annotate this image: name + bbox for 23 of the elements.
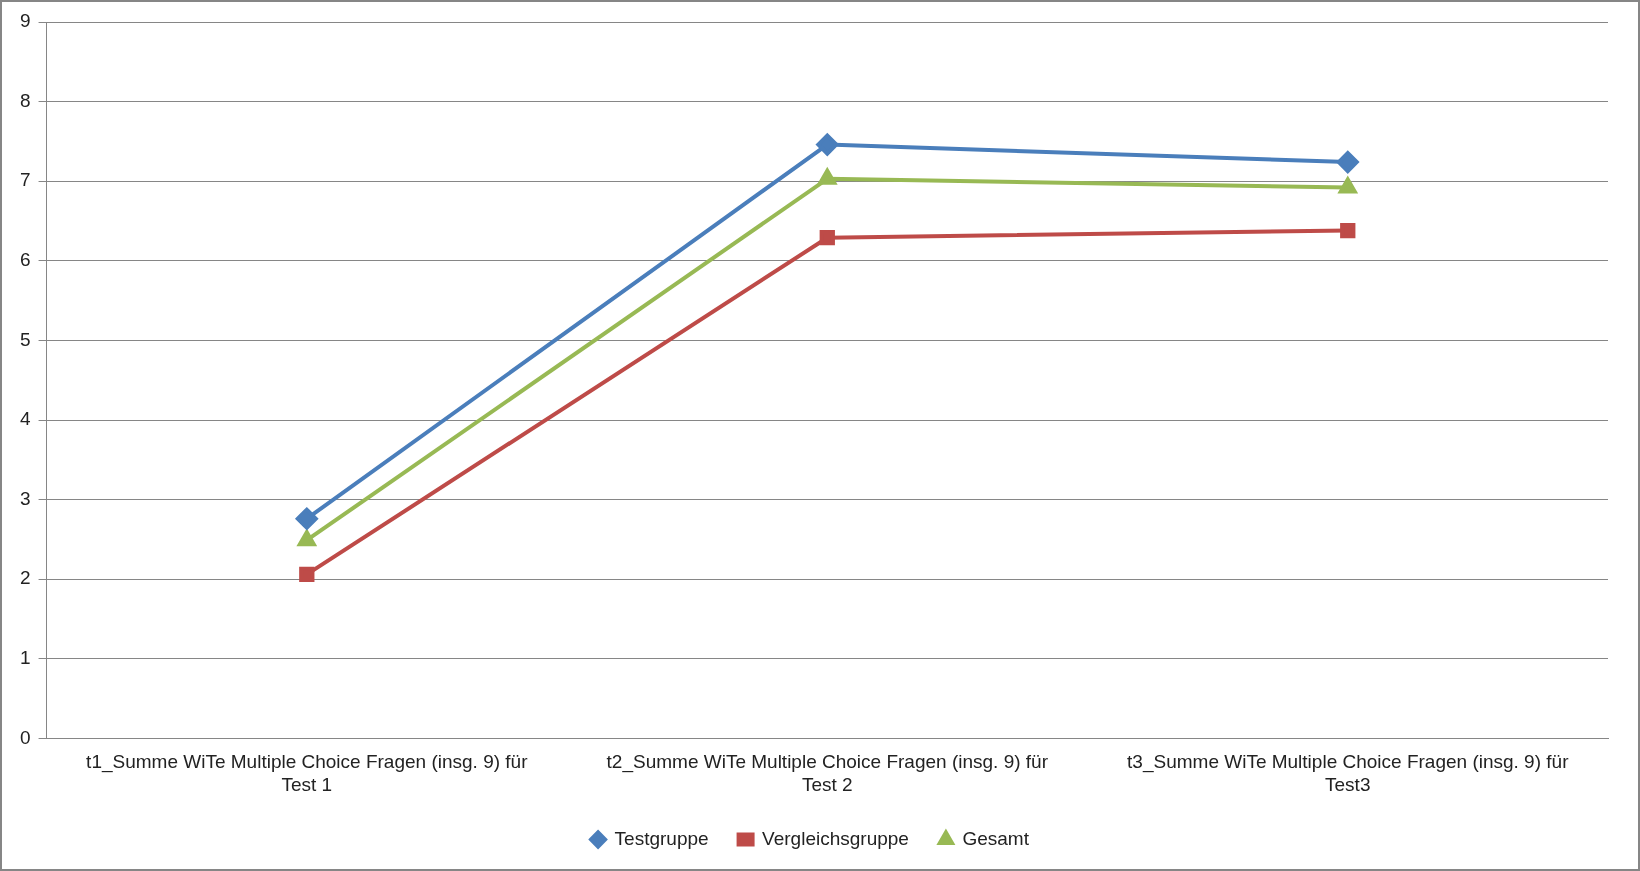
point — [816, 133, 839, 156]
point — [299, 566, 315, 583]
y-tick-label: 9 — [19, 10, 31, 32]
x-tick-label: t1_Summe WiTe Multiple Choice Fragen (insg. 9) für Test 1 — [86, 751, 529, 795]
y-tick-label: 5 — [19, 328, 31, 350]
point — [1336, 151, 1359, 174]
legend-label: Vergleichsgruppe — [762, 827, 909, 849]
y-tick-label: 1 — [19, 647, 31, 669]
x-tick-label: t2_Summe WiTe Multiple Choice Fragen (insg. 9) für Test 2 — [606, 751, 1049, 795]
point — [295, 507, 318, 530]
point — [297, 530, 316, 547]
y-tick-label: 3 — [19, 487, 31, 509]
legend-label: Testgruppe — [614, 827, 709, 849]
point — [1340, 222, 1356, 239]
y-tick-label: 4 — [19, 408, 31, 430]
y-tick-label: 0 — [19, 726, 31, 748]
point — [819, 230, 835, 246]
legend-label: Gesamt — [962, 827, 1030, 849]
y-tick-label: 2 — [19, 567, 31, 589]
y-tick-label: 6 — [19, 249, 31, 271]
y-tick-label: 7 — [19, 169, 31, 191]
y-tick-label: 8 — [19, 89, 31, 111]
x-tick-label: t3_Summe WiTe Multiple Choice Fragen (insg. 9) für Test3 — [1127, 751, 1570, 795]
